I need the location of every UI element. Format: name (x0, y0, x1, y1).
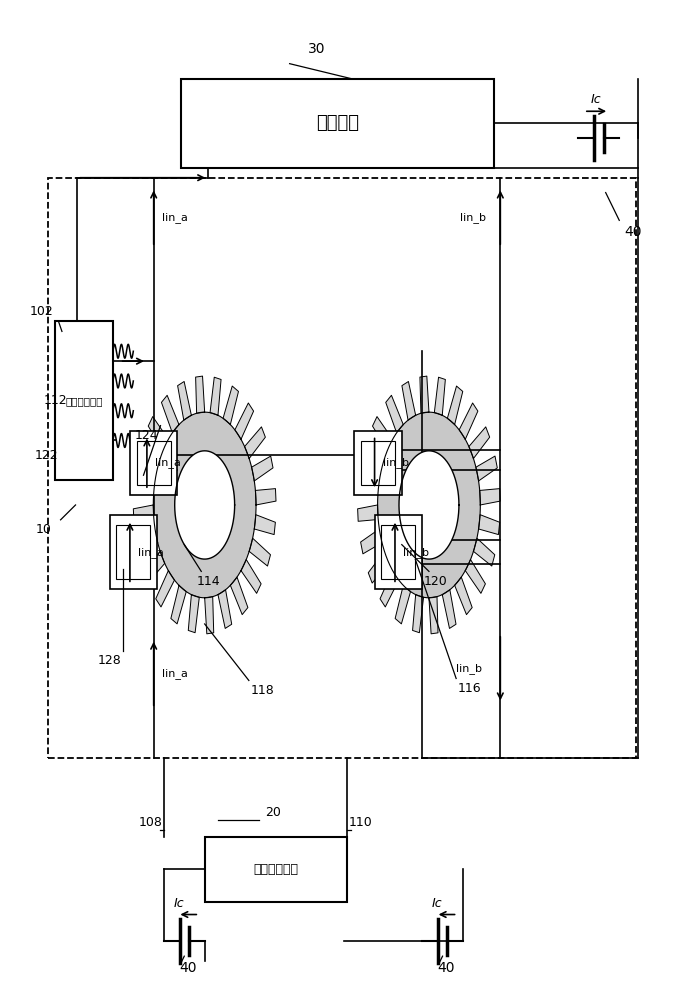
Polygon shape (378, 412, 480, 598)
Polygon shape (223, 386, 239, 425)
Bar (55, 321, 113, 480)
Polygon shape (136, 529, 158, 554)
Text: Ic: Ic (432, 897, 442, 910)
Polygon shape (235, 403, 254, 439)
Polygon shape (230, 577, 248, 615)
Bar (48, 178, 636, 758)
Bar (130, 431, 178, 495)
Polygon shape (255, 515, 275, 535)
Polygon shape (178, 381, 191, 420)
Text: 124: 124 (135, 429, 159, 442)
Polygon shape (434, 377, 445, 415)
Text: lin_b: lin_b (403, 547, 429, 558)
Polygon shape (189, 595, 200, 633)
Bar (116, 525, 150, 579)
Polygon shape (252, 456, 273, 481)
Text: 116: 116 (458, 682, 482, 695)
Text: lin_b: lin_b (460, 212, 486, 223)
Polygon shape (245, 427, 266, 459)
Text: lin_a: lin_a (138, 547, 164, 558)
Polygon shape (386, 395, 403, 433)
Polygon shape (153, 412, 256, 598)
Polygon shape (155, 571, 175, 607)
Polygon shape (210, 377, 221, 415)
Text: lin_a: lin_a (162, 668, 188, 679)
Polygon shape (361, 529, 382, 554)
Polygon shape (363, 444, 385, 472)
Polygon shape (413, 595, 424, 633)
Polygon shape (442, 590, 456, 628)
Text: 30: 30 (308, 42, 325, 56)
Text: lin_a: lin_a (162, 212, 188, 223)
Polygon shape (480, 489, 500, 505)
Polygon shape (175, 451, 235, 559)
Polygon shape (144, 551, 164, 583)
Polygon shape (358, 475, 379, 495)
Text: 40: 40 (624, 225, 642, 239)
Text: 120: 120 (424, 575, 448, 588)
Polygon shape (241, 560, 261, 593)
Polygon shape (133, 505, 154, 521)
Text: 电弧检测电路: 电弧检测电路 (65, 396, 103, 406)
Polygon shape (162, 395, 179, 433)
Polygon shape (455, 577, 472, 615)
Polygon shape (479, 515, 499, 535)
Text: lin_a: lin_a (155, 457, 181, 468)
Polygon shape (134, 475, 155, 495)
Text: 20: 20 (265, 806, 281, 819)
Text: 电源供应装置: 电源供应装置 (254, 863, 299, 876)
Bar (381, 525, 416, 579)
Bar (361, 441, 395, 485)
Bar (137, 441, 171, 485)
Text: 128: 128 (98, 654, 121, 667)
Bar (204, 837, 347, 902)
Text: 40: 40 (437, 961, 455, 975)
Polygon shape (402, 381, 416, 420)
Text: 10: 10 (36, 523, 52, 536)
Text: 122: 122 (34, 449, 58, 462)
Polygon shape (473, 538, 495, 566)
Polygon shape (380, 571, 399, 607)
Polygon shape (469, 427, 490, 459)
Polygon shape (139, 444, 160, 472)
Polygon shape (459, 403, 478, 439)
Polygon shape (465, 560, 486, 593)
Polygon shape (218, 590, 232, 628)
Polygon shape (372, 417, 393, 450)
Polygon shape (420, 376, 429, 413)
Bar (354, 431, 402, 495)
Bar (374, 515, 422, 589)
Text: 118: 118 (250, 684, 275, 697)
Text: 114: 114 (196, 575, 220, 588)
Polygon shape (358, 505, 378, 521)
Polygon shape (204, 597, 214, 634)
Text: Ic: Ic (173, 897, 184, 910)
Polygon shape (171, 585, 186, 624)
Polygon shape (447, 386, 463, 425)
Text: Ic: Ic (590, 93, 601, 106)
Text: 电子装置: 电子装置 (316, 114, 358, 132)
Polygon shape (255, 489, 276, 505)
Text: 108: 108 (138, 816, 162, 829)
Text: 112: 112 (43, 394, 67, 407)
Text: 40: 40 (179, 961, 197, 975)
Polygon shape (148, 417, 169, 450)
Polygon shape (249, 538, 270, 566)
Polygon shape (395, 585, 411, 624)
Polygon shape (195, 376, 204, 413)
Text: lin_b: lin_b (383, 457, 409, 468)
Text: lin_b: lin_b (456, 663, 482, 674)
Bar (109, 515, 157, 589)
Polygon shape (399, 451, 459, 559)
Text: 110: 110 (349, 816, 373, 829)
Polygon shape (368, 551, 389, 583)
Polygon shape (476, 456, 497, 481)
Bar (181, 79, 493, 168)
Polygon shape (429, 597, 438, 634)
Text: 102: 102 (30, 305, 54, 318)
